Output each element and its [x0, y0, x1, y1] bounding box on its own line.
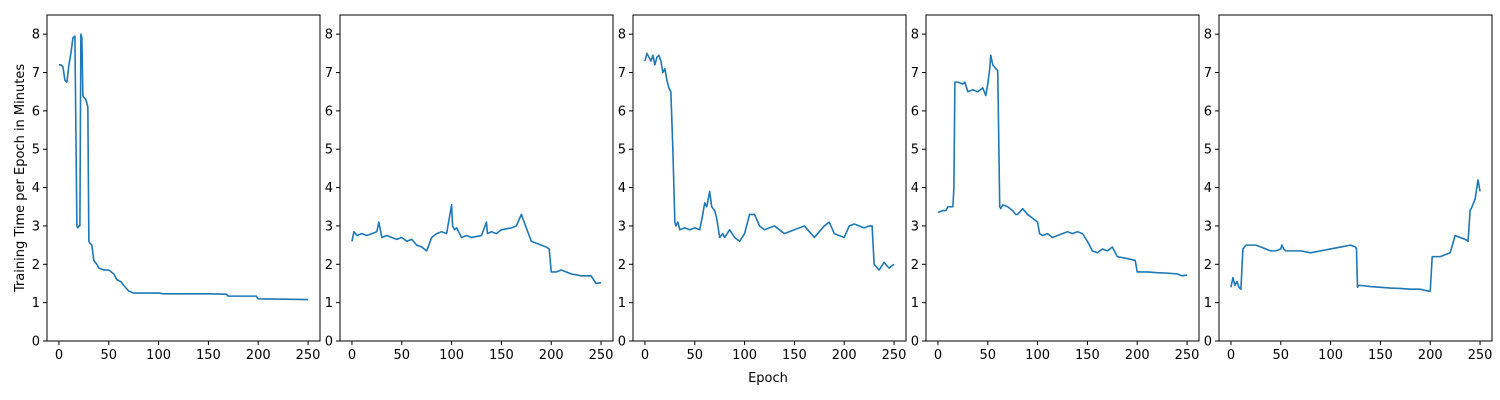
y-tick-label: 2 [32, 258, 40, 273]
x-tick-label: 250 [882, 348, 907, 363]
plot-frame [1218, 14, 1493, 342]
x-tick-label: 100 [1025, 348, 1050, 363]
x-tick-label: 250 [296, 348, 321, 363]
y-tick-label: 1 [911, 296, 919, 311]
y-tick-label: 3 [618, 219, 626, 234]
y-tick-label: 4 [32, 181, 40, 196]
x-tick-label: 0 [1227, 348, 1235, 363]
y-tick-label: 6 [911, 104, 919, 119]
series-line-1 [351, 204, 602, 285]
x-tick-label: 150 [1075, 348, 1100, 363]
subplot-2: 0 50 100 150 200 250 0 1 2 3 4 5 6 7 8 [325, 14, 614, 363]
y-tick-label: 2 [618, 258, 626, 273]
x-axis-label: Epoch [748, 371, 788, 386]
x-tick-label: 150 [782, 348, 807, 363]
subplot-4: 0 50 100 150 200 250 0 1 2 3 4 5 6 7 8 [911, 14, 1200, 363]
x-tick-label: 0 [934, 348, 942, 363]
y-tick-label: 0 [911, 335, 919, 350]
x-tick-label: 150 [489, 348, 514, 363]
y-tick-label: 8 [32, 28, 40, 43]
y-tick-label: 8 [1204, 28, 1212, 43]
x-tick-label: 150 [1368, 348, 1393, 363]
y-tick-label: 2 [325, 258, 333, 273]
y-tick-label: 8 [325, 28, 333, 43]
y-tick-label: 3 [1204, 219, 1212, 234]
x-tick-label: 50 [687, 348, 704, 363]
x-tick-label: 200 [246, 348, 271, 363]
x-tick-label: 50 [394, 348, 411, 363]
y-tick-label: 7 [618, 66, 626, 81]
y-tick-label: 5 [1204, 143, 1212, 158]
x-tick-label: 250 [1175, 348, 1200, 363]
plot-frame [925, 14, 1200, 342]
y-axis-label: Training Time per Epoch in Minutes [13, 64, 28, 293]
y-tick-label: 7 [32, 66, 40, 81]
x-tick-label: 200 [832, 348, 857, 363]
y-tick-label: 6 [32, 104, 40, 119]
subplot-1: 0 50 100 150 200 250 0 1 2 3 4 5 6 7 8 [32, 14, 321, 363]
x-tick-label: 0 [348, 348, 356, 363]
x-tick-label: 100 [1318, 348, 1343, 363]
y-tick-label: 8 [618, 28, 626, 43]
x-tick-label: 0 [55, 348, 63, 363]
x-tick-label: 150 [196, 348, 221, 363]
y-tick-label: 7 [325, 66, 333, 81]
x-tick-label: 100 [439, 348, 464, 363]
series-line-1 [1230, 179, 1481, 292]
y-tick-label: 2 [1204, 258, 1212, 273]
y-tick-label: 0 [325, 335, 333, 350]
x-tick-label: 200 [1125, 348, 1150, 363]
x-tick-label: 50 [1273, 348, 1290, 363]
subplot-3: 0 50 100 150 200 250 0 1 2 3 4 5 6 7 8 [618, 14, 907, 363]
y-tick-label: 4 [325, 181, 333, 196]
y-tick-label: 2 [911, 258, 919, 273]
plot-frame [46, 14, 321, 342]
series-line-1 [58, 33, 309, 301]
y-tick-label: 0 [32, 335, 40, 350]
y-tick-label: 3 [32, 219, 40, 234]
series-line-1 [937, 54, 1188, 277]
plot-frame [632, 14, 907, 342]
x-tick-label: 50 [980, 348, 997, 363]
y-tick-label: 0 [1204, 335, 1212, 350]
y-tick-label: 1 [32, 296, 40, 311]
x-tick-label: 200 [539, 348, 564, 363]
x-tick-label: 100 [732, 348, 757, 363]
y-tick-label: 1 [1204, 296, 1212, 311]
y-tick-label: 0 [618, 335, 626, 350]
y-tick-label: 6 [618, 104, 626, 119]
y-tick-label: 7 [1204, 66, 1212, 81]
y-tick-label: 1 [618, 296, 626, 311]
y-tick-label: 1 [325, 296, 333, 311]
y-tick-label: 3 [325, 219, 333, 234]
y-tick-label: 5 [618, 143, 626, 158]
subplot-5: 0 50 100 150 200 250 0 1 2 3 4 5 6 7 8 [1204, 14, 1493, 363]
x-tick-label: 200 [1418, 348, 1443, 363]
y-tick-label: 5 [325, 143, 333, 158]
y-tick-label: 5 [32, 143, 40, 158]
series-line-1 [644, 52, 895, 271]
y-tick-label: 4 [911, 181, 919, 196]
y-tick-label: 3 [911, 219, 919, 234]
y-tick-label: 7 [911, 66, 919, 81]
x-tick-label: 250 [1468, 348, 1493, 363]
y-tick-label: 6 [325, 104, 333, 119]
y-tick-label: 5 [911, 143, 919, 158]
y-tick-label: 4 [1204, 181, 1212, 196]
y-tick-label: 6 [1204, 104, 1212, 119]
x-tick-label: 0 [641, 348, 649, 363]
y-tick-label: 4 [618, 181, 626, 196]
x-tick-label: 50 [101, 348, 118, 363]
x-tick-label: 100 [146, 348, 171, 363]
y-tick-label: 8 [911, 28, 919, 43]
x-tick-label: 250 [589, 348, 614, 363]
plot-frame [339, 14, 614, 342]
